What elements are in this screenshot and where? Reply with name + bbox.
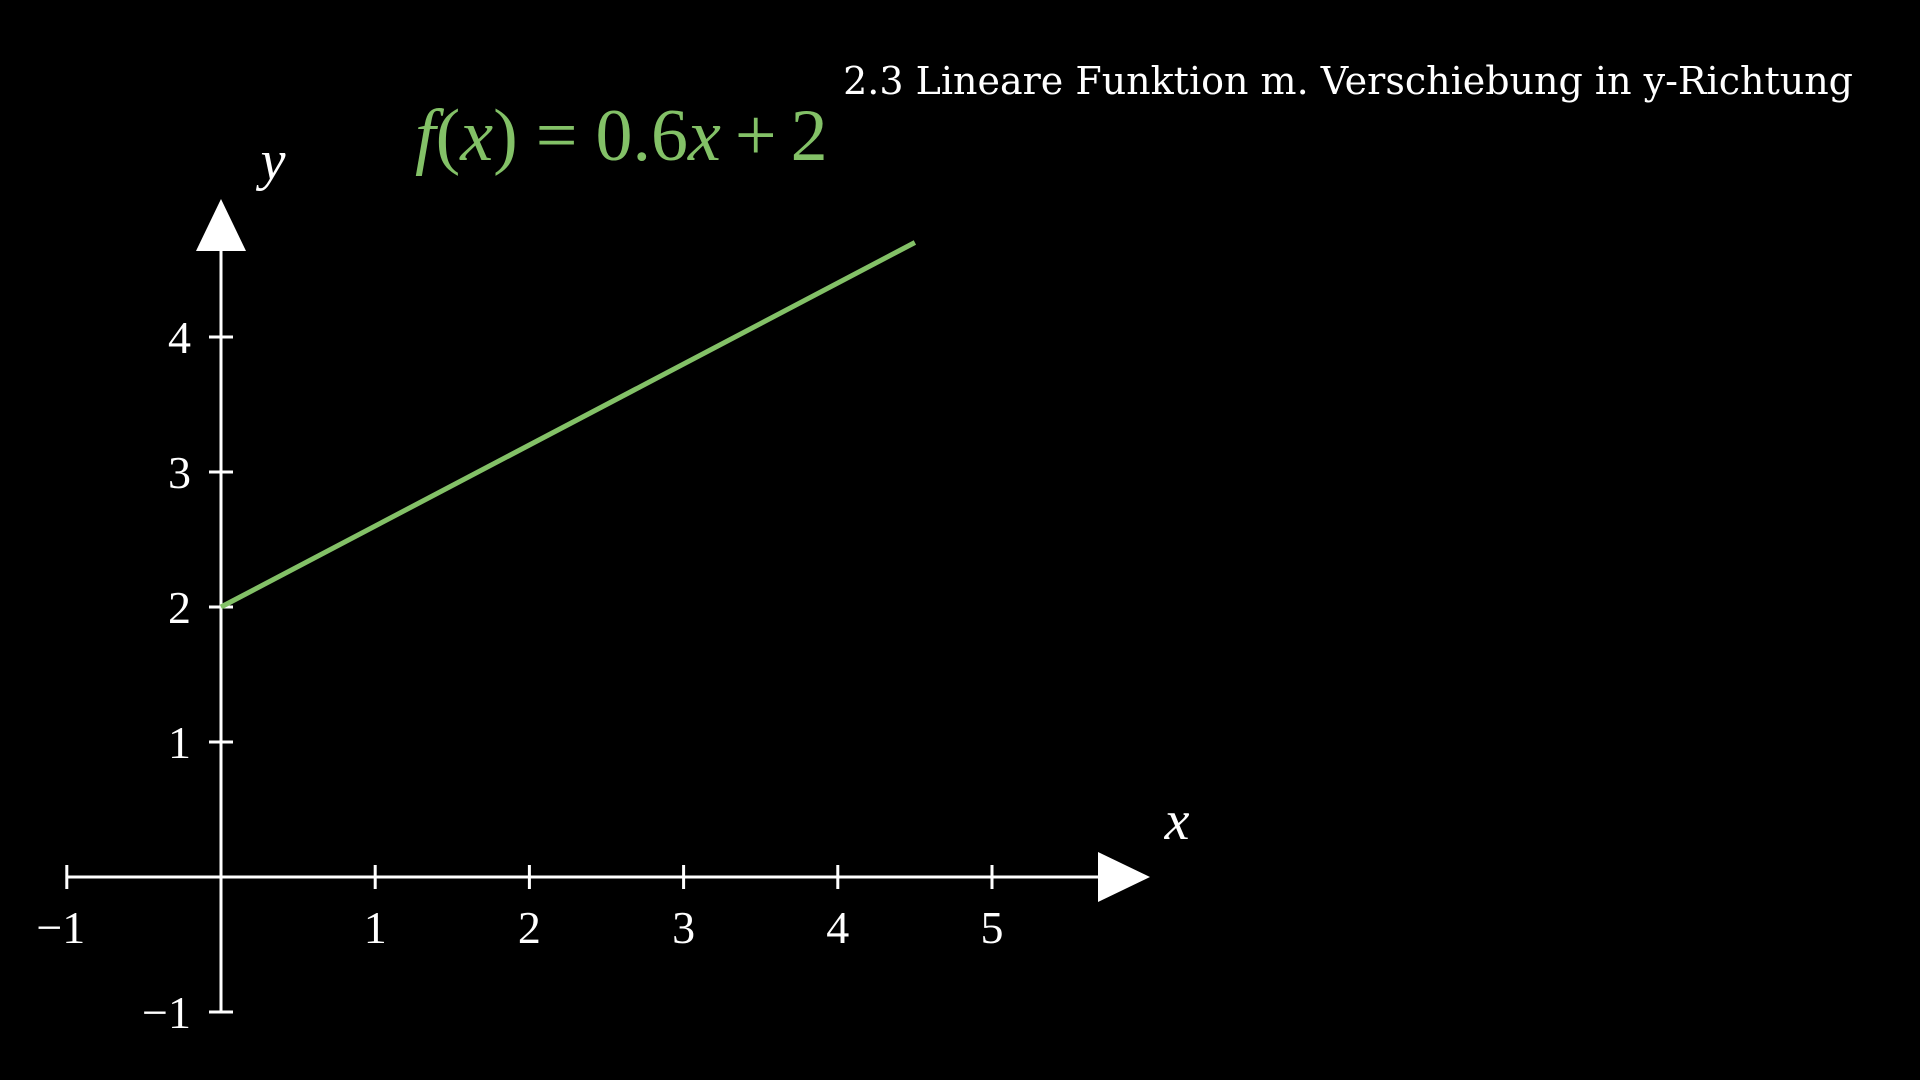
y-axis-label: y xyxy=(256,130,286,192)
formula-x-term: x xyxy=(687,95,721,177)
formula-coefficient: 0.6 xyxy=(595,95,688,177)
formula-equals: = xyxy=(536,95,578,177)
formula-x: x xyxy=(459,95,493,177)
x-axis-arrow xyxy=(1098,852,1150,902)
x-tick-label: 2 xyxy=(518,902,541,953)
y-tick-label: 2 xyxy=(168,582,191,633)
formula-constant: 2 xyxy=(791,95,828,177)
function-formula: f(x) = 0.6x +2 xyxy=(415,95,828,177)
formula-plus: + xyxy=(735,95,777,177)
slide-title: 2.3 Lineare Funktion m. Verschiebung in … xyxy=(843,59,1853,103)
x-tick-label: 3 xyxy=(672,902,695,953)
formula-close-paren: ) xyxy=(493,95,518,177)
x-tick-label: 1 xyxy=(364,902,387,953)
function-line xyxy=(219,240,917,610)
x-axis-label: x xyxy=(1164,790,1190,852)
y-axis-arrow xyxy=(196,199,246,251)
series-group xyxy=(219,240,917,610)
x-tick-label: −1 xyxy=(36,902,85,953)
y-tick-label: −1 xyxy=(142,987,191,1038)
formula-open-paren: ( xyxy=(436,95,461,177)
x-tick-label: 5 xyxy=(981,902,1004,953)
x-tick-label: 4 xyxy=(826,902,849,953)
y-tick-label: 1 xyxy=(168,717,191,768)
y-tick-label: 4 xyxy=(168,312,191,363)
ticks: −1 1 2 3 4 5 −1 1 2 3 4 xyxy=(36,312,1003,1038)
axes: x y xyxy=(67,130,1190,1011)
y-tick-label: 3 xyxy=(168,447,191,498)
